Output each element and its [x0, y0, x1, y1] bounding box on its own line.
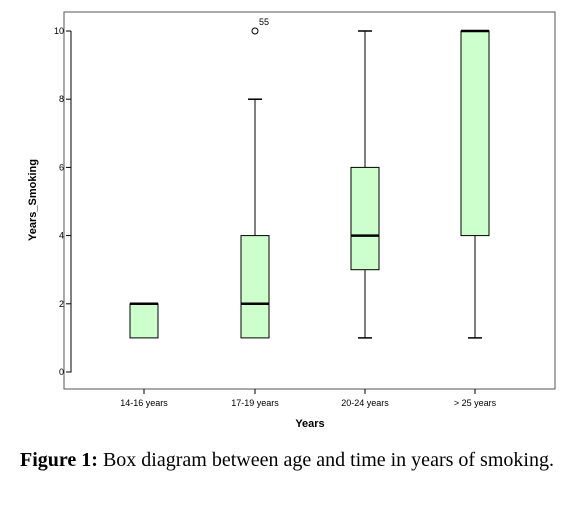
- box-group: 55: [240, 17, 270, 339]
- y-tick-label: 2: [59, 299, 64, 309]
- box-group: [460, 29, 490, 339]
- y-axis: 0 2 4 6 8 10: [54, 26, 72, 377]
- y-axis-title: Years_Smoking: [27, 159, 39, 241]
- figure-caption: Figure 1: Box diagram between age and ti…: [20, 448, 554, 472]
- y-tick-label: 8: [59, 94, 64, 104]
- box-group: [350, 30, 380, 339]
- x-axis-title: Years: [295, 418, 324, 430]
- box-iqr: [460, 30, 490, 237]
- box-iqr: [129, 303, 159, 339]
- y-tick-label: 0: [59, 367, 64, 377]
- x-axis: 14-16 years 17-19 years 20-24 years > 25 ye…: [120, 389, 497, 408]
- caption-label: Figure 1:: [20, 449, 98, 471]
- box-series: 55: [129, 17, 490, 339]
- box-iqr: [350, 166, 380, 271]
- outlier-label: 55: [259, 17, 269, 27]
- y-tick-label: 6: [59, 162, 64, 172]
- box-plot-chart: 0 2 4 6 8 10 14-16 years 17-19 years 20-24 year…: [27, 11, 556, 430]
- x-tick-label: 14-16 years: [120, 398, 168, 408]
- box-iqr: [240, 235, 270, 339]
- y-tick-label: 4: [59, 231, 64, 241]
- x-tick-label: 17-19 years: [231, 398, 279, 408]
- outlier-point: [251, 27, 259, 35]
- box-group: [129, 302, 159, 339]
- x-tick-label: 20-24 years: [341, 398, 389, 408]
- caption-text: Box diagram between age and time in year…: [102, 449, 554, 471]
- x-tick-label: > 25 years: [454, 398, 497, 408]
- y-tick-label: 10: [54, 26, 64, 36]
